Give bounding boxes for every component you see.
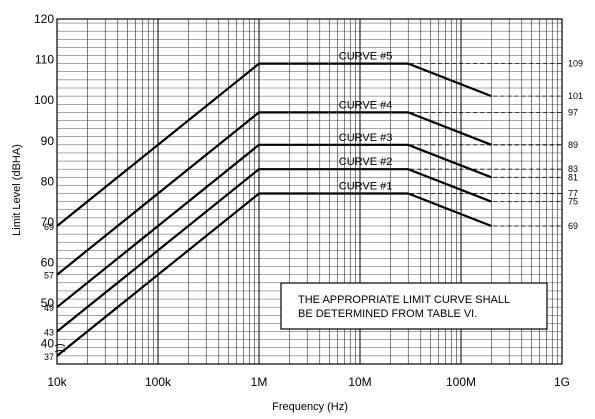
annotation-line-2: BE DETERMINED FROM TABLE VI. bbox=[298, 308, 477, 320]
curve-line bbox=[56, 192, 492, 357]
right-reference-label: 97 bbox=[568, 107, 578, 117]
curve-line bbox=[56, 62, 492, 227]
y-tick-label: 120 bbox=[34, 12, 54, 26]
curve-start-label: 37 bbox=[44, 352, 54, 362]
y-axis-label: Limit Level (dBHA) bbox=[11, 144, 23, 236]
curves bbox=[56, 62, 492, 357]
annotation-line-1: THE APPROPRIATE LIMIT CURVE SHALL bbox=[298, 294, 510, 306]
curve-line bbox=[56, 143, 492, 309]
x-tick-label: 100M bbox=[446, 375, 476, 389]
curve-start-label: 49 bbox=[44, 303, 54, 313]
right-reference-label: 69 bbox=[568, 221, 578, 231]
x-tick-label: 10M bbox=[348, 375, 371, 389]
reference-lines bbox=[410, 63, 562, 227]
curve-label: CURVE #3 bbox=[339, 132, 393, 144]
y-tick-label: 70 bbox=[41, 215, 55, 229]
x-tick-label: 10k bbox=[47, 375, 67, 389]
y-tick-label: 90 bbox=[41, 134, 55, 148]
y-tick-labels: 40 50 60 70 80 90 100 110 120 bbox=[34, 12, 54, 351]
right-reference-label: 81 bbox=[568, 172, 578, 182]
curve-labels: CURVE #1 37 CURVE #2 43 CURVE #3 49 CURVE #4 57… bbox=[44, 51, 583, 362]
x-axis-label: Frequency (Hz) bbox=[272, 401, 348, 413]
y-tick-label: 100 bbox=[34, 93, 54, 107]
y-tick-label: 40 bbox=[41, 337, 55, 351]
axis-break-mark bbox=[54, 344, 66, 353]
curve-label: CURVE #1 bbox=[339, 181, 393, 193]
curve-line bbox=[56, 111, 492, 276]
plot-frame bbox=[56, 18, 563, 365]
right-reference-label: 89 bbox=[568, 140, 578, 150]
y-tick-label: 50 bbox=[41, 296, 55, 310]
x-tick-label: 1M bbox=[251, 375, 268, 389]
curve-start-label: 43 bbox=[44, 328, 54, 338]
x-tick-label: 100k bbox=[145, 375, 172, 389]
curve-start-label: 69 bbox=[44, 222, 54, 232]
curve-label: CURVE #4 bbox=[339, 99, 393, 111]
curve-label: CURVE #2 bbox=[339, 156, 393, 168]
curve-label: CURVE #5 bbox=[339, 51, 393, 63]
x-tick-labels: 10k 100k 1M 10M 100M 1G bbox=[47, 375, 570, 389]
right-reference-label: 75 bbox=[568, 197, 578, 207]
curve-line bbox=[56, 168, 492, 333]
annotation-box bbox=[280, 282, 548, 330]
x-tick-label: 1G bbox=[554, 375, 570, 389]
right-reference-label: 77 bbox=[568, 189, 578, 199]
right-reference-label: 83 bbox=[568, 164, 578, 174]
y-tick-label: 80 bbox=[41, 174, 55, 188]
y-tick-label: 60 bbox=[41, 256, 55, 270]
curve-start-label: 57 bbox=[44, 271, 54, 281]
y-tick-label: 110 bbox=[35, 53, 54, 67]
right-reference-label: 101 bbox=[568, 91, 583, 101]
right-reference-label: 109 bbox=[568, 59, 583, 69]
